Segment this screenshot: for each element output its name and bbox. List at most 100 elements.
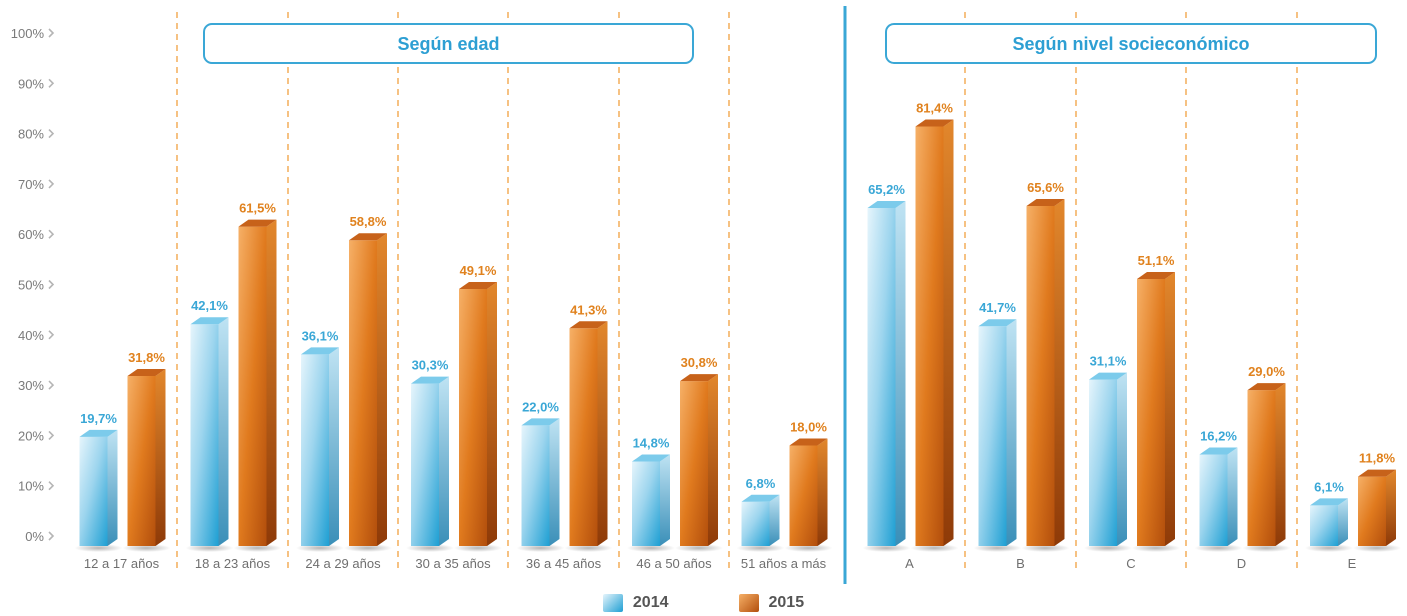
legend-label-2015: 2015	[768, 594, 805, 611]
y-tick-label: 80%	[18, 127, 44, 142]
category-label: 36 a 45 años	[526, 556, 602, 571]
y-tick-label: 90%	[18, 76, 44, 91]
bar-side-2015	[817, 438, 828, 546]
bar-top-2014	[1199, 447, 1238, 455]
bar-top-2015	[915, 119, 954, 127]
panel-title-box	[885, 23, 1377, 64]
bar-top-2014	[741, 494, 780, 502]
data-label-2015: 30,8%	[681, 355, 718, 370]
data-label-2014: 22,0%	[522, 399, 559, 414]
bar-side-2015	[1165, 271, 1175, 546]
category-label: E	[1348, 556, 1357, 571]
y-tick-chevron-icon	[48, 129, 55, 139]
bar-side-2014	[218, 317, 229, 546]
bar-2015	[1026, 206, 1055, 547]
y-tick-label: 20%	[18, 428, 44, 443]
bar-2015	[127, 376, 156, 546]
bar-side-2014	[107, 429, 118, 546]
bar-top-2014	[190, 317, 229, 325]
bar-side-2015	[1054, 199, 1065, 547]
data-label-2015: 31,8%	[128, 350, 165, 365]
y-tick-label: 10%	[18, 479, 44, 494]
bar-side-2015	[155, 369, 166, 546]
data-label-2015: 58,8%	[350, 214, 387, 229]
bar-side-2014	[1117, 372, 1127, 546]
category-label: 30 a 35 años	[415, 556, 491, 571]
bar-top-2015	[238, 219, 277, 227]
legend-item-2015: 2015	[738, 594, 805, 612]
chart: 0% 10% 20% 30% 40% 50% 60% 70% 80% 90% 100% Según …	[11, 6, 1401, 584]
y-tick-chevron-icon	[48, 531, 55, 541]
bar-side-2015	[377, 233, 387, 546]
data-label-2014: 30,3%	[412, 358, 449, 373]
bar-2015	[1137, 278, 1165, 546]
bar-2015	[1358, 476, 1386, 546]
bar-2014	[1089, 379, 1117, 546]
bar-side-2014	[1338, 498, 1348, 546]
data-label-2015: 65,6%	[1027, 180, 1064, 195]
bar-top-2015	[1026, 199, 1065, 207]
bar-top-2015	[1358, 469, 1396, 477]
bar-side-2015	[1386, 469, 1396, 546]
bar-2014	[190, 324, 219, 546]
data-label-2014: 19,7%	[80, 411, 117, 426]
bar-2014	[1310, 505, 1338, 546]
y-tick-chevron-icon	[48, 229, 55, 239]
bar-2015	[569, 328, 598, 546]
bar-top-2015	[349, 233, 387, 241]
bar-side-2015	[597, 321, 608, 546]
legend-swatch-2015	[738, 594, 759, 612]
bar-2015	[915, 126, 944, 547]
category-label: 12 a 17 años	[84, 556, 160, 571]
bar-side-2014	[895, 201, 906, 546]
data-label-2014: 36,1%	[302, 328, 339, 343]
bar-2014	[867, 208, 896, 546]
bar-2015	[1247, 390, 1276, 546]
y-tick-chevron-icon	[48, 481, 55, 491]
category-label: 46 a 50 años	[636, 556, 712, 571]
bar-side-2015	[943, 119, 954, 547]
bar-2015	[680, 381, 708, 546]
data-label-2014: 31,1%	[1090, 354, 1127, 369]
bar-top-2015	[1247, 383, 1286, 391]
y-tick-label: 0%	[25, 529, 44, 544]
y-tick-chevron-icon	[48, 330, 55, 340]
bar-top-2015	[459, 282, 497, 290]
y-tick-chevron-icon	[48, 279, 55, 290]
legend-item-2014: 2014	[602, 594, 669, 612]
data-label-2015: 29,0%	[1248, 364, 1285, 379]
bar-side-2015	[708, 374, 718, 546]
data-label-2015: 51,1%	[1138, 253, 1175, 268]
data-label-2014: 16,2%	[1200, 429, 1237, 444]
y-tick-label: 30%	[18, 378, 44, 393]
category-label: 24 a 29 años	[305, 556, 381, 571]
y-tick-label: 50%	[18, 278, 44, 293]
bar-top-2015	[680, 374, 718, 382]
data-label-2015: 61,5%	[239, 201, 276, 216]
bar-2015	[238, 226, 267, 546]
y-tick-chevron-icon	[48, 380, 55, 390]
bar-top-2014	[521, 418, 560, 426]
bar-side-2014	[1227, 447, 1238, 546]
data-label-2015: 81,4%	[916, 101, 953, 116]
data-label-2014: 6,8%	[746, 476, 776, 491]
bar-side-2015	[1275, 383, 1286, 546]
bar-2015	[789, 445, 818, 546]
bar-2014	[79, 436, 108, 546]
bar-2014	[741, 501, 770, 546]
data-label-2014: 6,1%	[1314, 479, 1344, 494]
bar-side-2014	[1006, 319, 1017, 546]
bar-2014	[978, 326, 1007, 546]
bar-top-2014	[1310, 498, 1348, 506]
bar-top-2015	[1137, 271, 1175, 279]
y-tick-chevron-icon	[48, 430, 55, 440]
y-tick-chevron-icon	[48, 28, 55, 38]
category-label: 51 años a más	[741, 556, 827, 571]
bar-top-2014	[1089, 372, 1127, 380]
y-tick-chevron-icon	[48, 78, 55, 88]
y-tick-label: 70%	[18, 177, 44, 192]
data-label-2015: 18,0%	[790, 419, 827, 434]
data-label-2015: 11,8%	[1359, 451, 1396, 466]
bar-top-2015	[569, 321, 608, 329]
bar-top-2014	[978, 319, 1017, 327]
